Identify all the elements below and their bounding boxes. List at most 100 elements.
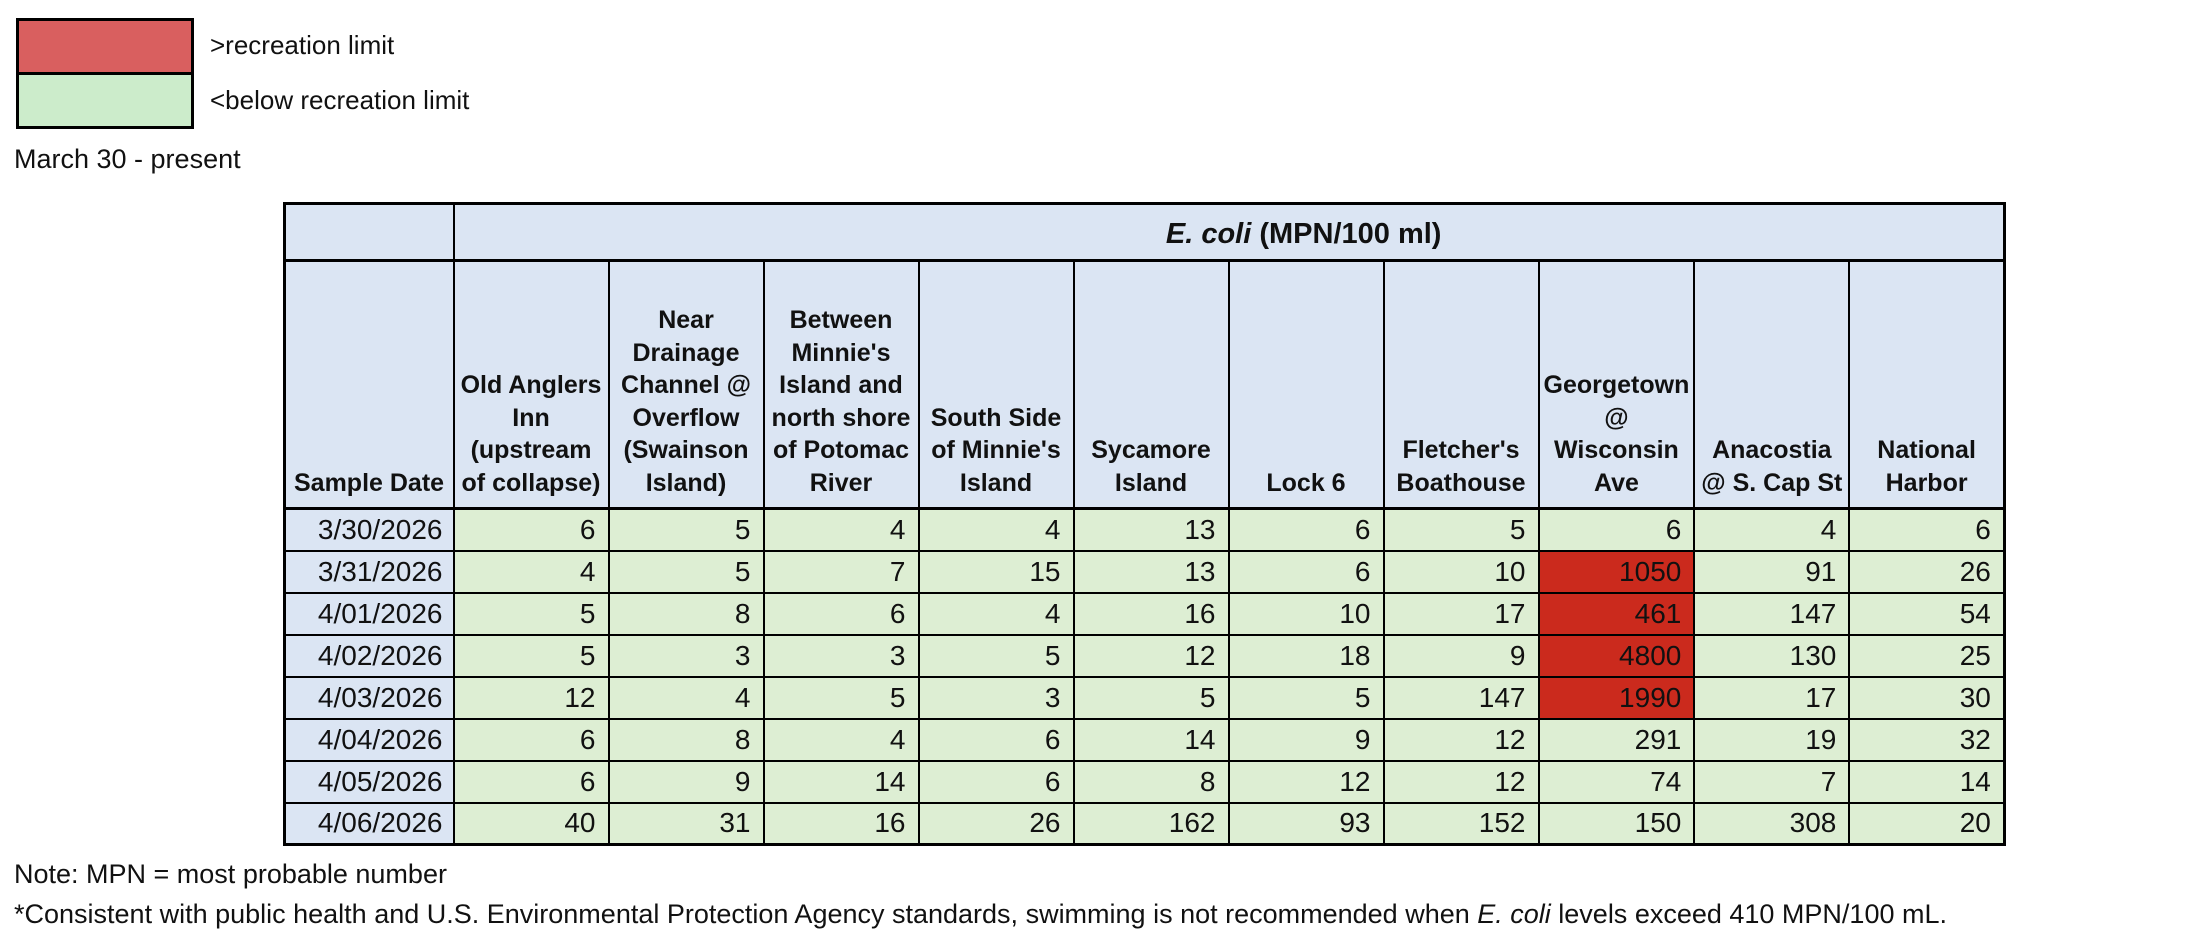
value-cell[interactable]: 12 [1227, 759, 1385, 804]
value-cell[interactable]: 5 [607, 549, 765, 594]
value-cell[interactable]: 3 [607, 633, 765, 678]
value-cell[interactable]: 12 [1382, 717, 1540, 762]
sample-date-cell[interactable]: 4/03/2026 [283, 675, 455, 720]
value-cell[interactable]: 6 [917, 759, 1075, 804]
value-cell[interactable]: 3 [917, 675, 1075, 720]
value-cell-exceeds-limit[interactable]: 1990 [1537, 675, 1696, 720]
column-header-location: Lock 6 [1227, 259, 1385, 510]
value-cell[interactable]: 13 [1072, 507, 1230, 552]
value-cell[interactable]: 9 [607, 759, 765, 804]
value-cell[interactable]: 5 [607, 507, 765, 552]
value-cell[interactable]: 31 [607, 801, 765, 846]
sample-date-cell[interactable]: 4/05/2026 [283, 759, 455, 804]
value-cell[interactable]: 6 [762, 591, 920, 636]
value-cell[interactable]: 6 [452, 507, 610, 552]
value-cell[interactable]: 6 [1227, 507, 1385, 552]
value-cell[interactable]: 93 [1227, 801, 1385, 846]
value-cell[interactable]: 7 [1693, 759, 1851, 804]
value-cell[interactable]: 13 [1072, 549, 1230, 594]
value-cell[interactable]: 8 [607, 717, 765, 762]
value-cell[interactable]: 40 [452, 801, 610, 846]
value-cell[interactable]: 5 [1382, 507, 1540, 552]
value-cell[interactable]: 17 [1382, 591, 1540, 636]
value-cell[interactable]: 5 [1227, 675, 1385, 720]
value-cell[interactable]: 308 [1693, 801, 1851, 846]
value-cell[interactable]: 32 [1848, 717, 2006, 762]
table-row: 4/02/2026 5 3 3 5 12 18 9 4800 130 25 [283, 633, 2006, 678]
value-cell[interactable]: 30 [1848, 675, 2006, 720]
value-cell[interactable]: 12 [452, 675, 610, 720]
value-cell[interactable]: 17 [1693, 675, 1851, 720]
value-cell[interactable]: 4 [452, 549, 610, 594]
value-cell[interactable]: 74 [1537, 759, 1696, 804]
sample-date-cell[interactable]: 3/31/2026 [283, 549, 455, 594]
value-cell[interactable]: 5 [452, 633, 610, 678]
value-cell-exceeds-limit[interactable]: 1050 [1537, 549, 1696, 594]
sample-date-cell[interactable]: 4/04/2026 [283, 717, 455, 762]
value-cell[interactable]: 4 [917, 591, 1075, 636]
note-mpn: Note: MPN = most probable number [14, 859, 447, 889]
legend: >recreation limit <below recreation limi… [16, 18, 469, 129]
value-cell[interactable]: 19 [1693, 717, 1851, 762]
value-cell[interactable]: 6 [1537, 507, 1696, 552]
value-cell[interactable]: 6 [917, 717, 1075, 762]
value-cell[interactable]: 6 [1848, 507, 2006, 552]
sample-date-cell[interactable]: 4/01/2026 [283, 591, 455, 636]
value-cell[interactable]: 8 [1072, 759, 1230, 804]
value-cell-exceeds-limit[interactable]: 4800 [1537, 633, 1696, 678]
value-cell[interactable]: 6 [1227, 549, 1385, 594]
value-cell[interactable]: 15 [917, 549, 1075, 594]
value-cell[interactable]: 25 [1848, 633, 2006, 678]
value-cell-exceeds-limit[interactable]: 461 [1537, 591, 1696, 636]
value-cell[interactable]: 16 [762, 801, 920, 846]
value-cell[interactable]: 12 [1072, 633, 1230, 678]
value-cell[interactable]: 91 [1693, 549, 1851, 594]
value-cell[interactable]: 152 [1382, 801, 1540, 846]
value-cell[interactable]: 4 [607, 675, 765, 720]
value-cell[interactable]: 147 [1382, 675, 1540, 720]
value-cell[interactable]: 26 [917, 801, 1075, 846]
value-cell[interactable]: 5 [452, 591, 610, 636]
value-cell[interactable]: 6 [452, 717, 610, 762]
value-cell[interactable]: 4 [762, 507, 920, 552]
value-cell[interactable]: 5 [762, 675, 920, 720]
value-cell[interactable]: 18 [1227, 633, 1385, 678]
value-cell[interactable]: 4 [917, 507, 1075, 552]
value-cell[interactable]: 20 [1848, 801, 2006, 846]
column-header-location: Between Minnie's Island and north shore … [762, 259, 920, 510]
legend-swatches [16, 18, 194, 129]
sample-date-cell[interactable]: 4/06/2026 [283, 801, 455, 846]
legend-label-below: <below recreation limit [210, 85, 470, 115]
value-cell[interactable]: 4 [762, 717, 920, 762]
value-cell[interactable]: 291 [1537, 717, 1696, 762]
value-cell[interactable]: 54 [1848, 591, 2006, 636]
value-cell[interactable]: 16 [1072, 591, 1230, 636]
sample-date-cell[interactable]: 4/02/2026 [283, 633, 455, 678]
value-cell[interactable]: 162 [1072, 801, 1230, 846]
value-cell[interactable]: 5 [917, 633, 1075, 678]
value-cell[interactable]: 150 [1537, 801, 1696, 846]
value-cell[interactable]: 3 [762, 633, 920, 678]
value-cell[interactable]: 5 [1072, 675, 1230, 720]
table-row: 3/31/2026 4 5 7 15 13 6 10 1050 91 26 [283, 549, 2006, 594]
value-cell[interactable]: 9 [1382, 633, 1540, 678]
value-cell[interactable]: 10 [1227, 591, 1385, 636]
sample-date-cell[interactable]: 3/30/2026 [283, 507, 455, 552]
value-cell[interactable]: 4 [1693, 507, 1851, 552]
column-header-location: Sycamore Island [1072, 259, 1230, 510]
value-cell[interactable]: 8 [607, 591, 765, 636]
value-cell[interactable]: 12 [1382, 759, 1540, 804]
legend-labels: >recreation limit <below recreation limi… [210, 18, 469, 129]
value-cell[interactable]: 14 [762, 759, 920, 804]
value-cell[interactable]: 10 [1382, 549, 1540, 594]
value-cell[interactable]: 9 [1227, 717, 1385, 762]
value-cell[interactable]: 130 [1693, 633, 1851, 678]
value-cell[interactable]: 26 [1848, 549, 2006, 594]
value-cell[interactable]: 14 [1848, 759, 2006, 804]
value-cell[interactable]: 7 [762, 549, 920, 594]
value-cell[interactable]: 6 [452, 759, 610, 804]
value-cell[interactable]: 147 [1693, 591, 1851, 636]
table-title-row: E. coli (MPN/100 ml) [284, 203, 2005, 262]
value-cell[interactable]: 14 [1072, 717, 1230, 762]
column-header-location: Near Drainage Channel @ Overflow (Swains… [607, 259, 765, 510]
